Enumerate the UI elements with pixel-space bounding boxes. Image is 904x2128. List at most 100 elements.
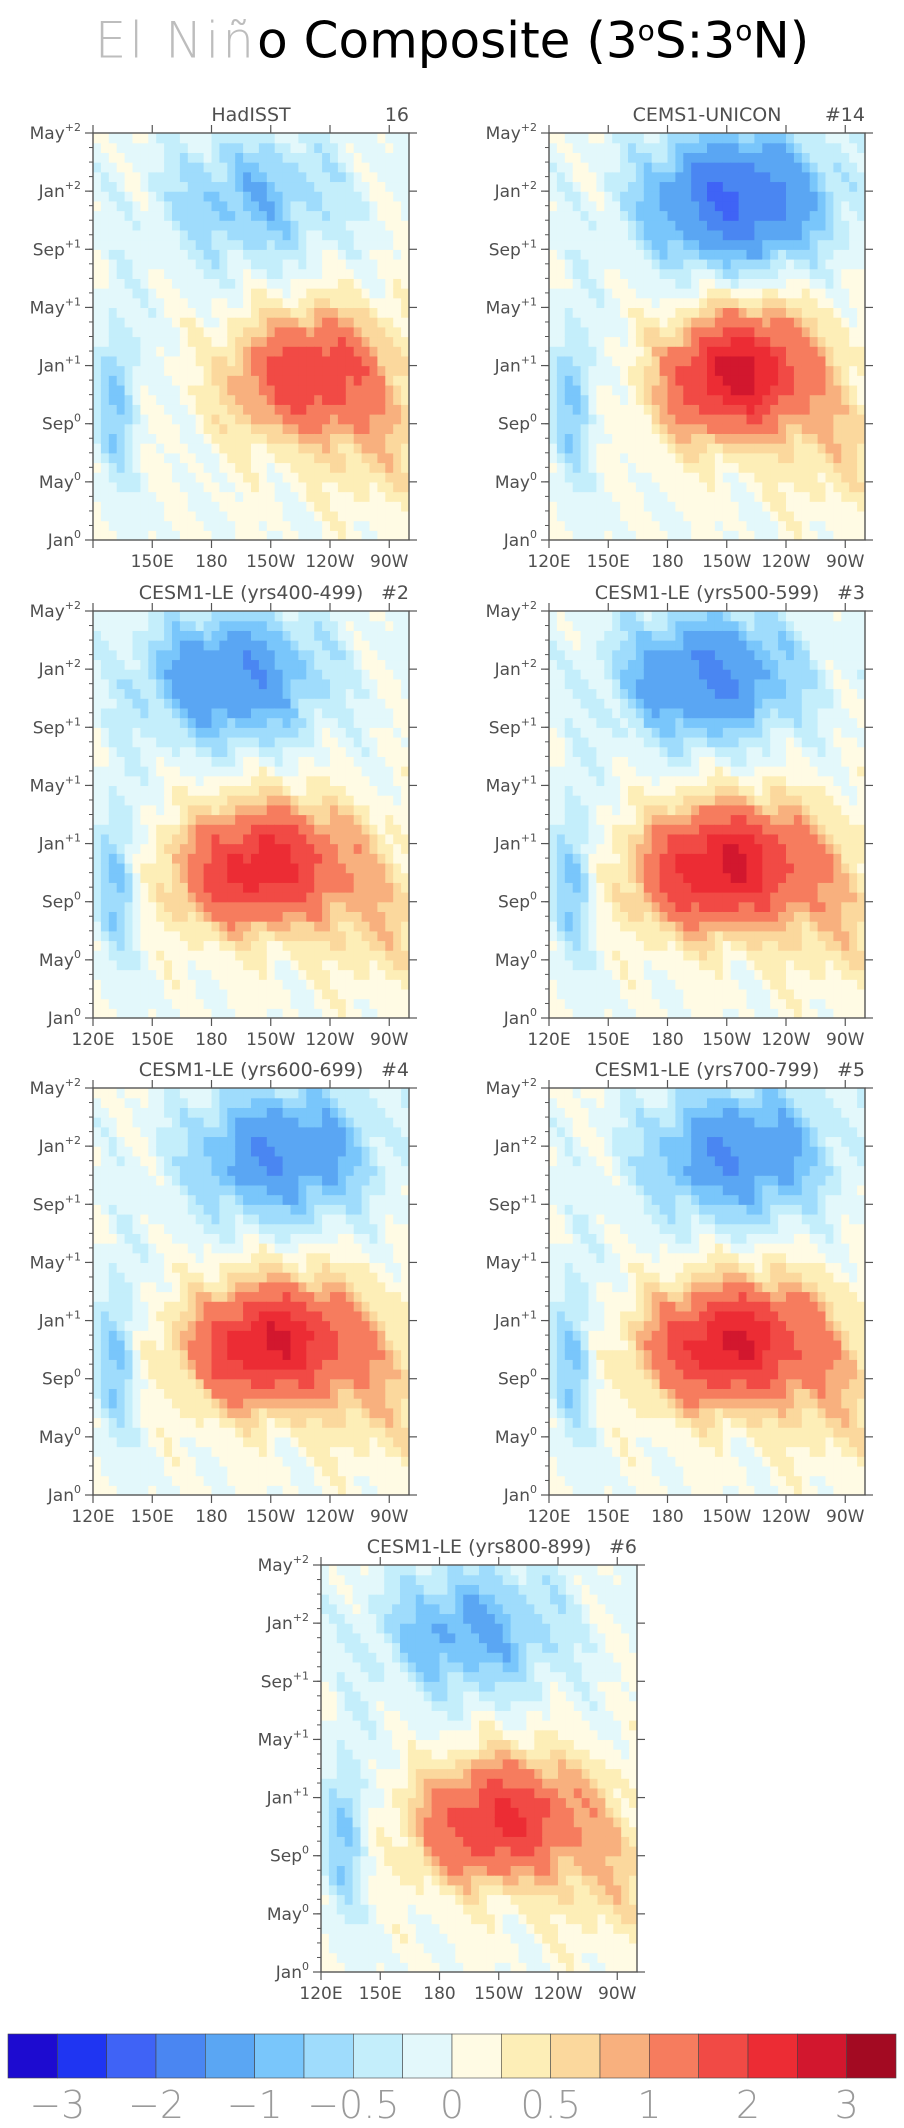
heatmap-cell: [754, 375, 763, 386]
heatmap-cell: [385, 501, 394, 512]
heatmap-cell: [251, 414, 260, 425]
heatmap-cell: [282, 481, 292, 493]
heatmap-cell: [330, 462, 339, 473]
heatmap-cell: [714, 152, 724, 163]
heatmap-cell: [156, 171, 165, 183]
heatmap-cell: [235, 736, 244, 748]
heatmap-cell: [770, 501, 779, 512]
heatmap-cell: [140, 433, 149, 444]
heatmap-cell: [227, 200, 236, 212]
heatmap-cell: [738, 462, 748, 473]
heatmap-cell: [849, 501, 858, 512]
heatmap-cell: [282, 307, 292, 318]
heatmap-cell: [770, 472, 779, 483]
heatmap-cell: [306, 191, 315, 202]
heatmap-cell: [857, 307, 866, 318]
heatmap-cell: [93, 530, 102, 541]
heatmap-cell: [164, 814, 173, 825]
heatmap-cell: [211, 688, 220, 699]
heatmap-cell: [211, 862, 220, 874]
heatmap-cell: [306, 142, 315, 153]
heatmap-cell: [635, 530, 645, 541]
heatmap-cell: [179, 756, 189, 767]
heatmap-cell: [100, 162, 110, 173]
heatmap-cell: [235, 688, 244, 699]
heatmap-cell: [556, 200, 566, 212]
heatmap-cell: [361, 133, 371, 144]
heatmap-cell: [132, 288, 141, 299]
heatmap-cell: [290, 785, 299, 796]
heatmap-cell: [714, 200, 724, 212]
heatmap-cell: [730, 491, 740, 502]
heatmap-cell: [588, 510, 597, 522]
heatmap-cell: [369, 229, 378, 241]
heatmap-cell: [746, 171, 755, 183]
heatmap-cell: [849, 210, 858, 221]
heatmap-cell: [620, 288, 629, 299]
heatmap-cell: [393, 258, 402, 270]
heatmap-cell: [258, 481, 268, 493]
heatmap-cell: [849, 239, 858, 250]
heatmap-cell: [116, 317, 126, 328]
heatmap-cell: [187, 142, 197, 153]
heatmap-cell: [116, 659, 126, 670]
heatmap-cell: [172, 491, 181, 502]
heatmap-cell: [738, 181, 748, 192]
heatmap-cell: [211, 620, 220, 631]
heatmap-cell: [243, 239, 252, 250]
heatmap-cell: [322, 229, 331, 241]
heatmap-cell: [722, 481, 732, 493]
heatmap-cell: [203, 278, 213, 289]
heatmap-cell: [282, 520, 292, 531]
heatmap-cell: [620, 462, 629, 473]
heatmap-cell: [849, 181, 858, 192]
heatmap-cell: [369, 220, 378, 231]
heatmap-cell: [124, 530, 134, 541]
heatmap-cell: [179, 297, 189, 309]
heatmap-cell: [620, 510, 629, 522]
heatmap-cell: [187, 736, 197, 748]
heatmap-cell: [841, 375, 850, 386]
heatmap-cell: [345, 959, 355, 971]
heatmap-cell: [659, 472, 669, 483]
heatmap-cell: [203, 171, 213, 183]
heatmap-cell: [353, 872, 363, 883]
heatmap-cell: [588, 152, 597, 163]
heatmap-cell: [132, 814, 141, 825]
heatmap-cell: [393, 317, 402, 328]
heatmap-cell: [825, 404, 834, 415]
heatmap-cell: [116, 988, 126, 1000]
heatmap-cell: [243, 940, 252, 951]
heatmap-cell: [274, 736, 284, 748]
heatmap-cell: [243, 200, 252, 212]
heatmap-cell: [258, 530, 268, 541]
heatmap-cell: [227, 746, 236, 757]
heatmap-cell: [330, 872, 339, 883]
heatmap-cell: [227, 950, 236, 961]
heatmap-cell: [596, 414, 605, 425]
heatmap-cell: [707, 297, 716, 309]
heatmap-cell: [770, 191, 779, 202]
heatmap-cell: [274, 336, 284, 347]
heatmap-cell: [195, 530, 205, 541]
heatmap-cell: [290, 229, 299, 241]
heatmap-cell: [306, 481, 315, 493]
heatmap-cell: [722, 510, 732, 522]
heatmap-cell: [164, 326, 173, 338]
heatmap-cell: [219, 872, 228, 883]
heatmap-cell: [306, 433, 315, 444]
heatmap-cell: [156, 804, 165, 816]
heatmap-cell: [738, 268, 748, 279]
heatmap-cell: [140, 611, 149, 622]
heatmap-cell: [385, 423, 394, 434]
heatmap-cell: [314, 491, 323, 502]
heatmap-cell: [227, 979, 236, 990]
heatmap-cell: [401, 510, 410, 522]
heatmap-cell: [148, 317, 157, 328]
heatmap-cell: [203, 200, 213, 212]
heatmap-cell: [108, 1008, 118, 1019]
heatmap-cell: [793, 414, 803, 425]
heatmap-cell: [179, 940, 189, 951]
heatmap-cell: [330, 501, 339, 512]
heatmap-cell: [140, 979, 149, 990]
